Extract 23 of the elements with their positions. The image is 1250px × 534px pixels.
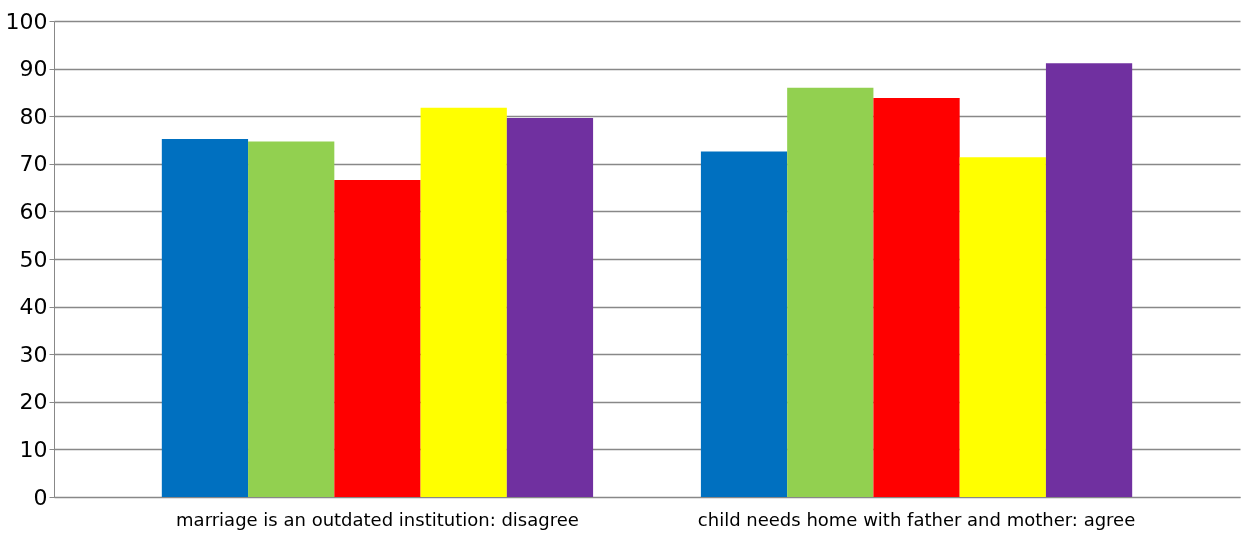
bar <box>506 118 594 497</box>
y-tick-label: 100 <box>5 8 48 34</box>
y-tick-label: 90 <box>19 56 48 82</box>
bar <box>420 107 507 497</box>
y-tick-label: 10 <box>19 436 48 462</box>
x-tick-label: child needs home with father and mother: agree <box>697 508 1136 530</box>
y-tick-label: 70 <box>19 151 48 177</box>
bar <box>1045 63 1133 497</box>
y-tick-label: 40 <box>19 294 48 320</box>
y-tick-label: 0 <box>33 484 48 510</box>
y-tick-label: 50 <box>19 246 48 272</box>
y-tick-label: 20 <box>19 389 48 415</box>
bar <box>959 157 1046 497</box>
bar <box>161 139 249 497</box>
bar <box>334 179 421 497</box>
y-tick-label: 60 <box>19 198 48 224</box>
bar <box>248 141 335 497</box>
y-tick-label: 80 <box>19 103 48 129</box>
bar <box>700 151 788 497</box>
bar <box>787 87 874 497</box>
y-tick-label: 30 <box>19 341 48 367</box>
x-tick-label: marriage is an outdated institution: disagree <box>176 508 579 530</box>
bar <box>873 98 960 497</box>
